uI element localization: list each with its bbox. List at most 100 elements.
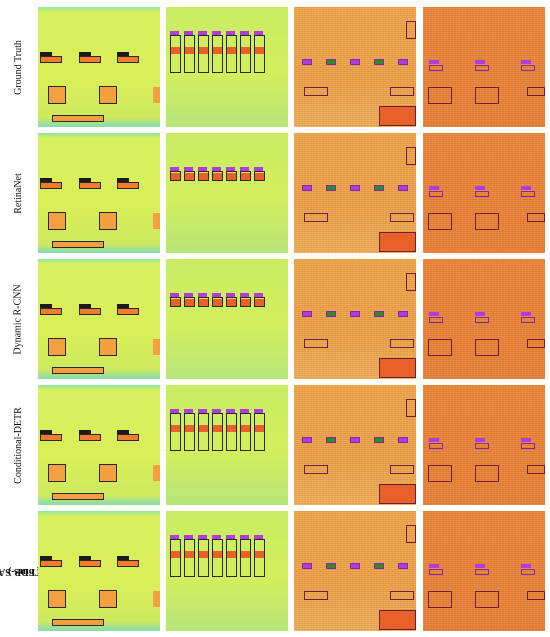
detection-tag: [198, 293, 207, 297]
detection-box: [527, 465, 545, 474]
signal-bar-bottom: [53, 116, 103, 121]
detection-box: [254, 35, 265, 73]
detection-box: [475, 65, 489, 71]
detection-box: [475, 591, 499, 608]
signal-burst: [80, 183, 100, 188]
channel-signal: [199, 425, 208, 432]
signal-burst: [118, 183, 138, 188]
detection-tag: [240, 31, 249, 35]
detection-tag: [240, 167, 249, 171]
detection-box: [79, 182, 101, 189]
signal-burst: [41, 561, 61, 566]
detection-box: [79, 560, 101, 567]
detection-box: [212, 413, 223, 451]
detection-tag: [302, 564, 312, 568]
signal-burst: [80, 561, 100, 566]
detection-box: [527, 87, 545, 96]
detection-box: [406, 21, 416, 39]
row-label-text: TFDP-SANet( ours ): [0, 541, 42, 601]
channel-signal: [241, 551, 250, 558]
channel-signal: [213, 425, 222, 432]
detection-tag: [79, 178, 91, 182]
detection-box: [226, 35, 237, 73]
detection-box: [184, 297, 195, 307]
detection-tag: [240, 535, 249, 539]
detection-tag: [521, 60, 531, 64]
detection-tag: [398, 438, 408, 442]
detection-tag: [254, 293, 263, 297]
detection-box: [326, 185, 336, 191]
spectrogram-panel: [166, 7, 288, 127]
detection-tag: [475, 186, 485, 190]
detection-tag: [326, 312, 336, 316]
detection-box: [475, 443, 489, 449]
detection-box: [226, 413, 237, 451]
detection-box: [398, 185, 408, 191]
signal-block-edge: [153, 339, 160, 355]
detection-tag: [117, 178, 129, 182]
detection-tag: [240, 293, 249, 297]
detection-tag: [521, 312, 531, 316]
detection-tag: [374, 438, 384, 442]
detection-box: [240, 413, 251, 451]
detection-tag: [302, 312, 312, 316]
signal-burst: [80, 435, 100, 440]
signal-wideband: [380, 611, 416, 629]
spectrogram-panel: [166, 385, 288, 505]
detection-box: [117, 56, 139, 63]
detection-box: [48, 590, 66, 608]
spectrogram-panel: [166, 511, 288, 631]
spectrogram-panel: [294, 133, 416, 253]
detection-tag: [521, 186, 531, 190]
channel-signal: [185, 173, 194, 180]
detection-tag: [184, 167, 193, 171]
detection-box: [99, 590, 117, 608]
spectrogram-panel: [38, 511, 160, 631]
detection-tag: [198, 167, 207, 171]
detection-tag: [326, 60, 336, 64]
signal-block: [100, 339, 116, 355]
detection-box: [226, 297, 237, 307]
detection-box: [406, 273, 416, 291]
row-label-text: RetinaNet: [12, 172, 24, 214]
detection-box: [48, 86, 66, 104]
detection-tag: [254, 167, 263, 171]
detection-box: [254, 413, 265, 451]
channel-signal: [171, 551, 180, 558]
detection-tag: [254, 409, 263, 413]
detection-box: [48, 464, 66, 482]
channel-signal: [255, 551, 264, 558]
detection-box: [475, 213, 499, 230]
detection-box: [40, 434, 62, 441]
spectrogram-panel: [423, 385, 545, 505]
detection-box: [374, 437, 384, 443]
detection-box: [521, 569, 535, 575]
detection-tag: [254, 31, 263, 35]
detection-box: [406, 525, 416, 543]
channel-signal: [255, 425, 264, 432]
channel-signal: [227, 47, 236, 54]
row-label-tfdp-sanet: TFDP-SANet( ours ): [0, 510, 42, 632]
detection-box: [302, 563, 312, 569]
detection-box: [254, 539, 265, 577]
detection-box: [212, 297, 223, 307]
detection-tag: [170, 293, 179, 297]
row-label-text: Dynamic R-CNN: [12, 283, 24, 355]
detection-box: [48, 338, 66, 356]
detection-box: [99, 212, 117, 230]
detection-tag: [429, 564, 439, 568]
detection-box: [379, 484, 416, 504]
detection-box: [379, 232, 416, 252]
signal-block: [100, 465, 116, 481]
signal-burst: [118, 561, 138, 566]
detection-box: [52, 115, 104, 122]
detection-box: [117, 434, 139, 441]
detection-tag: [398, 312, 408, 316]
detection-box: [52, 619, 104, 626]
detection-box: [326, 59, 336, 65]
signal-block: [49, 213, 65, 229]
detection-tag: [350, 564, 360, 568]
detection-box: [429, 191, 443, 197]
detection-box: [374, 59, 384, 65]
row-label-ground-truth: Ground Truth: [0, 6, 36, 128]
